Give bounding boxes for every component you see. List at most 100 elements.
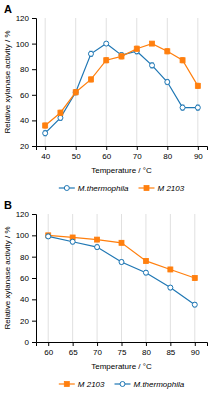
tick-mark xyxy=(45,146,46,150)
tick: 0 xyxy=(25,338,36,347)
point xyxy=(134,46,139,51)
series xyxy=(46,233,198,281)
tick-mark xyxy=(146,342,147,346)
tick-label: 40 xyxy=(41,152,50,161)
legend-marker xyxy=(64,186,69,191)
point xyxy=(192,276,197,281)
tick: 60 xyxy=(20,274,36,283)
point xyxy=(95,237,100,242)
grid xyxy=(48,214,195,342)
tick-label: 60 xyxy=(20,274,29,283)
legend-item: M.thermophila xyxy=(115,380,185,389)
plot-area xyxy=(43,41,201,136)
tick: 20 xyxy=(20,142,36,151)
legend-marker xyxy=(144,186,149,191)
tick-mark xyxy=(32,257,36,258)
series xyxy=(43,41,201,136)
tick-mark xyxy=(198,146,199,150)
point xyxy=(168,267,173,272)
tick: 80 xyxy=(142,342,151,357)
legend-item: M 2103 xyxy=(59,380,105,389)
error-bar xyxy=(120,241,124,245)
tick: 60 xyxy=(20,91,36,100)
tick: 80 xyxy=(163,146,172,161)
x-axis-title: Temperature / °C xyxy=(91,362,152,371)
tick: 65 xyxy=(69,342,78,357)
series xyxy=(43,41,201,128)
tick: 80 xyxy=(20,253,36,262)
error-bar xyxy=(95,245,99,249)
legend-marker xyxy=(64,382,69,387)
point xyxy=(180,58,185,63)
error-bar xyxy=(169,285,173,289)
tick-mark xyxy=(32,146,36,147)
grid-line xyxy=(97,214,98,342)
tick-label: 75 xyxy=(118,348,127,357)
error-bar xyxy=(89,51,93,56)
point xyxy=(88,77,93,82)
error-bar xyxy=(150,63,154,68)
error-bar xyxy=(181,105,185,110)
point xyxy=(192,302,197,307)
y-axis-title: Relative xylanase activity / % xyxy=(3,226,12,329)
grid-line xyxy=(75,18,76,146)
error-bar xyxy=(144,259,148,263)
line xyxy=(48,236,195,304)
tick-mark xyxy=(195,342,196,346)
tick-label: 60 xyxy=(20,91,29,100)
point xyxy=(58,115,63,120)
point xyxy=(104,41,109,46)
tick-label: 80 xyxy=(142,348,151,357)
line xyxy=(45,44,198,126)
title: A xyxy=(4,3,12,15)
line xyxy=(48,235,195,278)
tick-label: 65 xyxy=(69,348,78,357)
x-axis: 60657075808590 xyxy=(37,342,208,357)
tick: 60 xyxy=(44,342,53,357)
error-bar xyxy=(43,123,47,128)
title: B xyxy=(4,199,12,211)
tick-mark xyxy=(32,120,36,121)
point xyxy=(168,285,173,290)
point xyxy=(70,239,75,244)
point xyxy=(180,105,185,110)
error-bar xyxy=(193,276,197,280)
grid-line xyxy=(145,214,146,342)
x-axis-title: Temperature / °C xyxy=(91,166,152,175)
tick-label: 20 xyxy=(20,317,29,326)
error-bar xyxy=(74,90,78,95)
point xyxy=(119,240,124,245)
tick: 70 xyxy=(133,146,142,161)
point xyxy=(73,90,78,95)
tick-label: 70 xyxy=(133,152,142,161)
error-bar xyxy=(59,115,63,120)
tick-label: 40 xyxy=(20,295,29,304)
axis-line xyxy=(37,343,208,347)
tick-mark xyxy=(97,342,98,346)
tick-mark xyxy=(32,299,36,300)
point xyxy=(73,90,78,95)
legend: M 2103 M.thermophila xyxy=(59,380,185,389)
tick-mark xyxy=(122,342,123,346)
tick-mark xyxy=(106,146,107,150)
error-bar xyxy=(104,58,108,63)
axis-line xyxy=(32,215,37,343)
legend-label: M.thermophila xyxy=(134,380,185,389)
chart: 40506070809020406080100120ATemperature /… xyxy=(0,0,217,400)
tick: 120 xyxy=(16,210,36,219)
tick-mark xyxy=(76,146,77,150)
tick-label: 90 xyxy=(191,348,200,357)
point xyxy=(119,260,124,265)
tick-mark xyxy=(48,342,49,346)
tick-mark xyxy=(32,235,36,236)
tick-label: 40 xyxy=(20,116,29,125)
point xyxy=(58,110,63,115)
error-bar xyxy=(135,46,139,51)
grid xyxy=(45,18,198,146)
point xyxy=(43,131,48,136)
panel: 40506070809020406080100120 xyxy=(16,14,208,161)
error-bar xyxy=(196,83,200,88)
tick: 60 xyxy=(102,146,111,161)
error-bar xyxy=(196,105,200,110)
tick-label: 50 xyxy=(72,152,81,161)
